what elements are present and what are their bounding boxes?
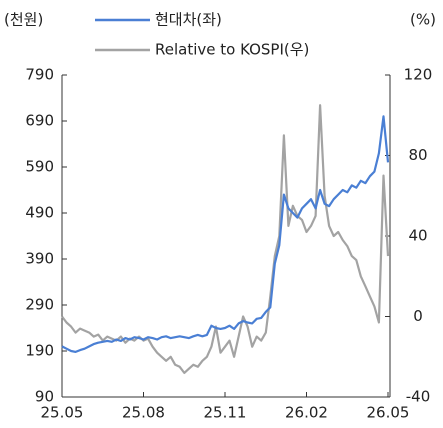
y-tick-label: 390 — [25, 250, 54, 268]
y-tick-label: 590 — [25, 158, 54, 176]
series-line — [61, 115, 390, 353]
y-tick-label: 690 — [25, 112, 54, 130]
legend-label: 현대차(좌) — [155, 11, 222, 29]
y2-tick-label: 120 — [404, 66, 433, 84]
y-tick-label: 490 — [25, 204, 54, 222]
series-line — [61, 104, 390, 374]
y2-tick-label: 0 — [413, 307, 423, 325]
x-tick-label: 25.11 — [204, 404, 247, 422]
y2-axis-label: (%) — [410, 11, 436, 29]
y-tick-label: 790 — [25, 66, 54, 84]
y-tick-label: 190 — [25, 342, 54, 360]
x-tick-label: 26.05 — [367, 404, 410, 422]
x-tick-label: 25.05 — [41, 404, 84, 422]
y2-tick-label: 80 — [408, 146, 427, 164]
x-tick-label: 26.02 — [285, 404, 328, 422]
y2-tick-label: 40 — [408, 227, 427, 245]
legend-label: Relative to KOSPI(우) — [155, 41, 309, 59]
y-tick-label: 290 — [25, 296, 54, 314]
y2-tick-label: -40 — [406, 388, 431, 406]
y-tick-label: 90 — [35, 388, 54, 406]
y-axis-label: (천원) — [4, 11, 43, 29]
x-tick-label: 25.08 — [122, 404, 165, 422]
